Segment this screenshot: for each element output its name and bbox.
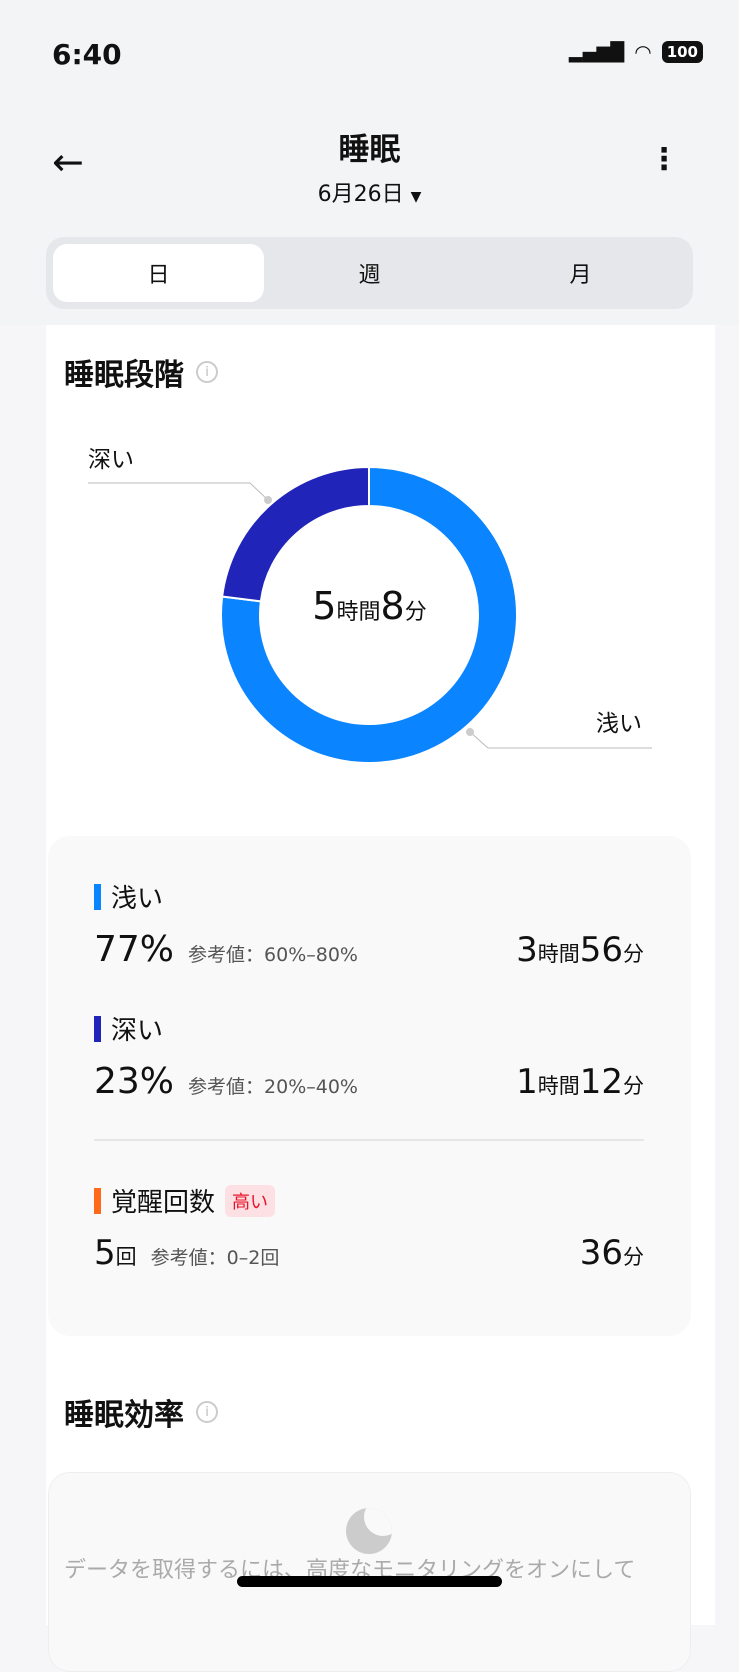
efficiency-title: 睡眠効率 [64, 1398, 184, 1433]
caret-down-icon: ▼ [410, 189, 422, 205]
leader-dot [466, 728, 474, 736]
donut-label-light: 浅い [596, 711, 642, 737]
stat-label: 深い [111, 1016, 164, 1046]
date-selector[interactable]: 6月26日 ▼ [0, 176, 739, 208]
more-options-icon[interactable]: ⋮ [649, 142, 679, 177]
donut-segment-1 [221, 465, 370, 603]
status-icons: ▂▄▆█ ◠ 100 [569, 40, 703, 64]
stat-percent: 77% [94, 929, 175, 970]
stat-reference: 参考値：20%–40% [188, 1076, 358, 1098]
back-button[interactable]: ← [52, 140, 84, 184]
hours-unit: 時間 [336, 600, 381, 625]
high-badge: 高い [225, 1184, 276, 1217]
period-tabs: 日 週 月 [46, 237, 693, 309]
hours-unit: 時間 [537, 1074, 580, 1098]
stat-label: 覚醒回数 [111, 1188, 216, 1218]
stages-title: 睡眠段階 [64, 358, 184, 393]
total-minutes: 8 [380, 584, 405, 628]
divider [94, 1139, 644, 1141]
hours: 3 [516, 930, 538, 970]
stat-light: 浅い 77% 参考値：60%–80% 3時間56分 [94, 878, 644, 970]
info-icon[interactable]: i [196, 1401, 218, 1423]
status-time: 6:40 [52, 38, 122, 71]
stage-stats-panel [48, 836, 691, 1336]
hours-unit: 時間 [537, 942, 580, 966]
leader-line [88, 482, 269, 501]
battery-icon: 100 [661, 41, 703, 63]
stat-wake: 覚醒回数 高い 5 回参考値：0–2回 36分 [94, 1182, 644, 1273]
deep-color-marker [94, 1015, 101, 1042]
home-indicator[interactable] [237, 1576, 502, 1587]
minutes-unit: 分 [404, 600, 427, 625]
stat-reference: 参考値：0–2回 [150, 1247, 280, 1269]
light-color-marker [94, 883, 101, 910]
sleep-moon-icon [346, 1508, 392, 1554]
wake-color-marker [94, 1187, 101, 1214]
minutes: 12 [579, 1062, 623, 1102]
total-sleep: 5時間8分 [0, 584, 739, 628]
stat-deep: 深い 23% 参考値：20%–40% 1時間12分 [94, 1010, 644, 1102]
tab-day[interactable]: 日 [53, 244, 264, 302]
donut-label-deep: 深い [88, 447, 134, 473]
stat-reference: 参考値：60%–80% [188, 944, 358, 966]
minutes-unit: 分 [623, 1245, 644, 1269]
tab-month[interactable]: 月 [569, 263, 592, 288]
stat-percent: 23% [94, 1061, 175, 1102]
date-label: 6月26日 [317, 182, 404, 207]
page-title: 睡眠 [338, 132, 401, 168]
minutes-unit: 分 [623, 942, 644, 966]
info-icon[interactable]: i [196, 361, 218, 383]
leader-dot [264, 496, 272, 504]
total-hours: 5 [312, 584, 337, 628]
tab-week[interactable]: 週 [358, 263, 381, 288]
leader-line [469, 731, 652, 749]
stat-label: 浅い [111, 884, 164, 914]
section-title-stages: 睡眠段階 i [64, 350, 218, 394]
minutes-unit: 分 [623, 1074, 644, 1098]
donut-segment-0 [220, 465, 518, 764]
count-unit: 回 [115, 1245, 137, 1269]
signal-icon: ▂▄▆█ [568, 41, 625, 63]
hours: 1 [516, 1062, 538, 1102]
sleep-donut-chart [88, 465, 652, 764]
section-title-efficiency: 睡眠効率 i [64, 1390, 218, 1434]
wake-count: 5 [94, 1233, 116, 1273]
wifi-icon: ◠ [634, 40, 652, 64]
minutes: 36 [579, 1233, 623, 1273]
minutes: 56 [579, 930, 623, 970]
